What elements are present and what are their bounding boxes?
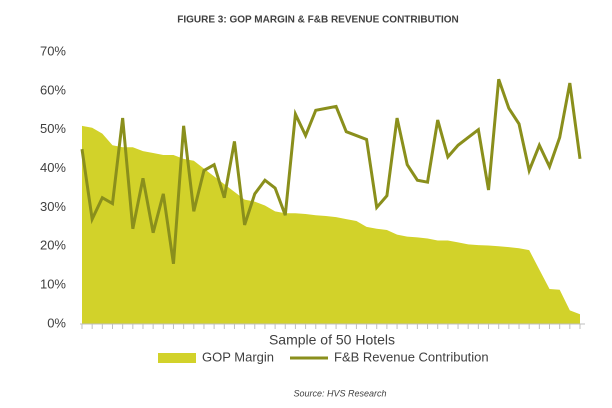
- y-tick-label: 10%: [40, 277, 66, 292]
- legend-swatch: [158, 353, 196, 363]
- y-tick-label: 40%: [40, 160, 66, 175]
- legend-label: GOP Margin: [202, 349, 274, 364]
- chart-title: FIGURE 3: GOP MARGIN & F&B REVENUE CONTR…: [177, 15, 459, 26]
- y-tick-label: 30%: [40, 199, 66, 214]
- x-axis-label: Sample of 50 Hotels: [269, 332, 395, 348]
- line: [80, 78, 582, 264]
- y-tick-label: 60%: [40, 82, 66, 97]
- y-tick-label: 70%: [40, 43, 66, 58]
- source-note: Source: HVS Research: [293, 388, 386, 398]
- area: [82, 125, 580, 324]
- y-tick-label: 50%: [40, 121, 66, 136]
- legend-label: F&B Revenue Contribution: [334, 349, 489, 364]
- y-tick-label: 20%: [40, 238, 66, 253]
- y-tick-label: 0%: [47, 315, 66, 330]
